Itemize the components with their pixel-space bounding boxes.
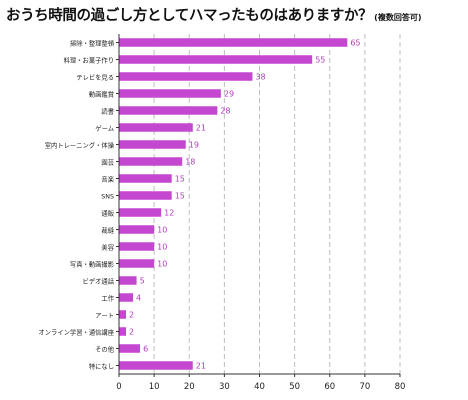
chart-title-main: おうち時間の過ごし方としてハマったものはありますか？ xyxy=(6,8,373,24)
value-label: 28 xyxy=(220,107,230,116)
chart-subtitle: (複数回答可) xyxy=(374,13,422,22)
value-label: 6 xyxy=(143,345,148,354)
bar xyxy=(119,293,134,302)
bar xyxy=(119,225,155,234)
category-label: 裁縫 xyxy=(101,225,114,234)
category-label: 掃除・整理整頓 xyxy=(70,38,115,47)
bar xyxy=(119,38,348,47)
bar xyxy=(119,310,127,319)
category-label: 通販 xyxy=(101,208,114,217)
bar xyxy=(119,89,221,98)
category-label: 写真・動画撮影 xyxy=(70,259,115,268)
value-label: 15 xyxy=(175,192,185,201)
x-tick-label: 50 xyxy=(289,382,300,392)
bar xyxy=(119,72,253,81)
value-label: 21 xyxy=(196,124,206,133)
category-label: テレビを見る xyxy=(76,72,114,81)
value-label: 10 xyxy=(157,260,167,269)
value-label: 4 xyxy=(136,294,141,303)
value-label: 2 xyxy=(129,311,134,320)
x-tick-label: 60 xyxy=(324,382,335,392)
category-label: 室内トレーニング・体操 xyxy=(45,140,115,149)
value-label: 10 xyxy=(157,226,167,235)
category-label: 動画鑑賞 xyxy=(89,89,114,98)
bar xyxy=(119,327,127,336)
value-label: 55 xyxy=(315,56,325,65)
value-label: 2 xyxy=(129,328,134,337)
category-label: 園芸 xyxy=(101,157,114,166)
bar xyxy=(119,276,137,285)
x-tick-label: 30 xyxy=(219,382,230,392)
category-label: 特になし xyxy=(89,361,114,370)
x-tick-label: 40 xyxy=(254,382,265,392)
bar xyxy=(119,174,172,183)
category-label: 料理・お菓子作り xyxy=(64,55,114,64)
value-label: 15 xyxy=(175,175,185,184)
value-label: 19 xyxy=(189,141,199,150)
x-tick-label: 70 xyxy=(359,382,370,392)
bar xyxy=(119,259,155,268)
value-label: 5 xyxy=(140,277,145,286)
category-label: 読書 xyxy=(101,106,114,115)
bar xyxy=(119,344,141,353)
category-label: 美容 xyxy=(101,242,114,251)
category-label: ビデオ通話 xyxy=(83,276,115,285)
bar xyxy=(119,191,172,200)
category-label: アート xyxy=(95,311,114,319)
bar xyxy=(119,140,186,149)
category-label: ゲーム xyxy=(95,123,114,132)
value-label: 21 xyxy=(196,362,206,371)
category-label: オンライン学習・通信講座 xyxy=(38,327,114,336)
value-label: 29 xyxy=(224,90,234,99)
category-label: 音楽 xyxy=(101,174,114,183)
chart-title: おうち時間の過ごし方としてハマったものはありますか？ (複数回答可) xyxy=(6,4,462,26)
bar xyxy=(119,157,183,166)
value-label: 18 xyxy=(185,158,195,167)
bar xyxy=(119,242,155,251)
bar xyxy=(119,55,313,64)
x-tick-label: 20 xyxy=(184,382,195,392)
bar xyxy=(119,361,193,370)
value-label: 65 xyxy=(350,39,360,48)
value-label: 12 xyxy=(164,209,174,218)
x-tick-label: 10 xyxy=(149,382,160,392)
value-label: 38 xyxy=(255,73,265,82)
category-label: SNS xyxy=(101,193,114,200)
bar xyxy=(119,106,218,115)
value-label: 10 xyxy=(157,243,167,252)
category-label: 工作 xyxy=(101,293,114,302)
bar xyxy=(119,208,162,217)
category-label: その他 xyxy=(95,344,115,353)
x-tick-label: 0 xyxy=(116,382,121,392)
bar xyxy=(119,123,193,132)
x-tick-label: 80 xyxy=(395,382,406,392)
